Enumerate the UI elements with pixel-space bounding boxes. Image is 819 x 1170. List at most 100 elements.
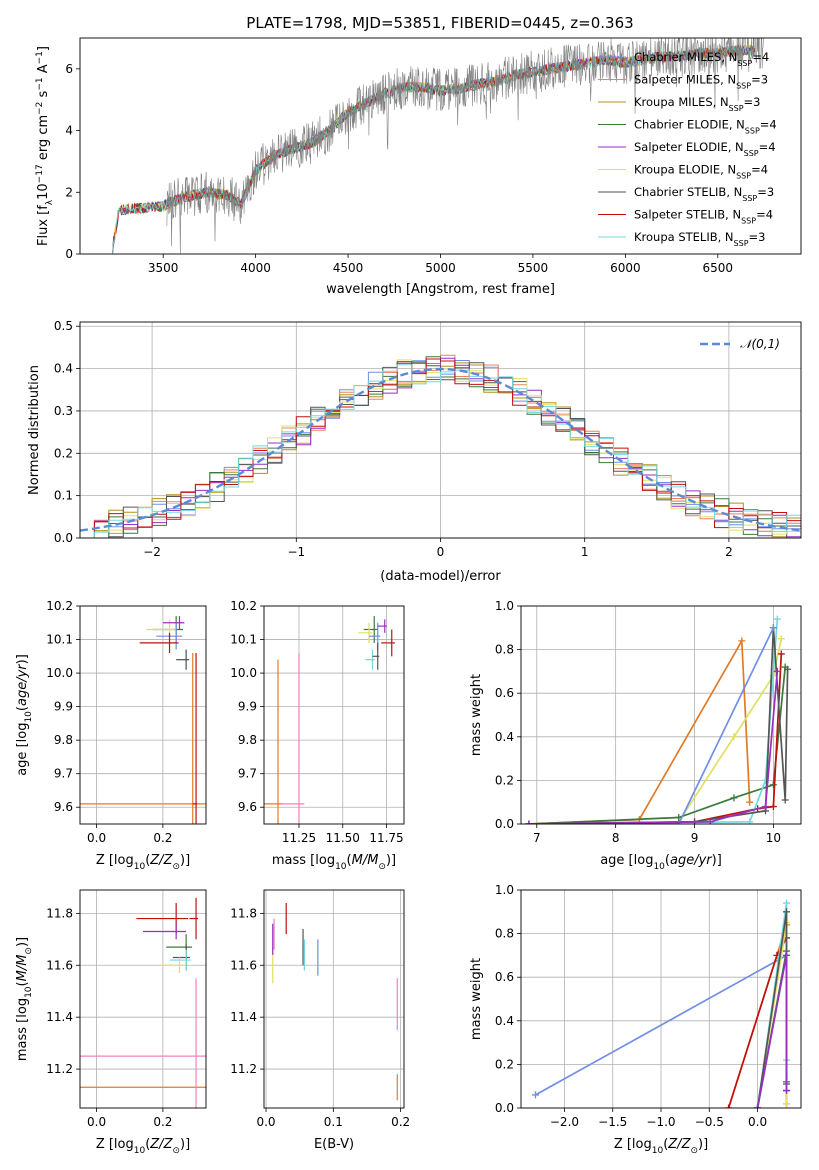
legend-label: Chabrier STELIB, NSSP=3 [634, 185, 774, 203]
x-tick-label: 6000 [610, 261, 641, 275]
panel-spectrum: 3500 4000 4500 5000 5500 6000 6500 0 2 4 6 Chabrier… [35, 37, 802, 297]
weight-marker-chabrier_miles [769, 624, 777, 632]
plot-area [525, 615, 792, 824]
weight-marker-salpeter_stelib [725, 1104, 733, 1108]
x-tick-label: 8 [612, 831, 620, 845]
plot-area [80, 354, 801, 538]
y-tick-label: 10.1 [230, 633, 257, 647]
weight-marker-chabrier_stelib [783, 908, 791, 916]
legend-label: Salpeter MILES, NSSP=3 [634, 73, 768, 91]
x-tick-label: 0.2 [153, 1115, 172, 1129]
y-tick-label: 9.8 [238, 733, 257, 747]
y-tick-label: 0.2 [495, 773, 514, 787]
y-axis-label: mass weight [469, 674, 484, 756]
y-tick-label: 9.8 [54, 733, 73, 747]
legend-label: 𝒩(0,1) [740, 337, 780, 351]
spectrum-legend: Chabrier MILES, NSSP=4 Salpeter MILES, NS… [598, 50, 777, 248]
y-tick-label: 11.4 [46, 1010, 73, 1024]
weight-marker-salpeter_elodie [762, 803, 770, 811]
y-tick-label: 0.2 [54, 446, 73, 460]
y-tick-label: 10.2 [230, 599, 257, 613]
x-tick-label: 3500 [148, 261, 179, 275]
plot-area [272, 902, 398, 1101]
y-tick-label: 0.6 [495, 686, 514, 700]
legend-label: Kroupa STELIB, NSSP=3 [634, 230, 765, 248]
y-axis-label: Flux [fλ10−17 erg cm−2 s−1 A−1] [35, 46, 55, 246]
weight-line-chabrier_miles [528, 627, 775, 824]
x-tick-label: −2.0 [550, 1115, 579, 1129]
x-tick-label: −2 [143, 545, 161, 559]
y-tick-label: 1.0 [495, 883, 514, 897]
legend-label: Kroupa ELODIE, NSSP=4 [634, 163, 768, 181]
x-tick-label: 2 [725, 545, 733, 559]
y-tick-label: 0.6 [495, 970, 514, 984]
weight-marker-salpeter_elodie [525, 820, 533, 824]
plot-area [111, 38, 764, 254]
x-tick-label: 11.50 [326, 831, 360, 845]
weight-marker-kroupa_stelib [773, 615, 781, 623]
x-tick-label: 1 [581, 545, 589, 559]
gaussian-curve [80, 367, 801, 532]
y-tick-label: 0 [65, 247, 73, 261]
y-tick-label: 11.8 [46, 906, 73, 920]
weight-marker-kroupa_elodie [730, 733, 738, 741]
y-tick-label: 9.6 [238, 800, 257, 814]
x-axis-label: (data-model)/error [380, 569, 501, 584]
y-tick-label: 0.3 [54, 404, 73, 418]
y-tick-label: 0.8 [495, 643, 514, 657]
y-tick-label: 10.0 [230, 666, 257, 680]
x-tick-label: 0.2 [153, 831, 172, 845]
y-tick-label: 6 [65, 62, 73, 76]
x-tick-label: 0.0 [748, 1115, 767, 1129]
x-tick-label: −1.5 [598, 1115, 627, 1129]
y-tick-label: 0.0 [54, 531, 73, 545]
x-tick-label: −0.5 [695, 1115, 724, 1129]
legend-label: Salpeter STELIB, NSSP=4 [634, 208, 773, 226]
x-axis-label: wavelength [Angstrom, rest frame] [326, 282, 555, 297]
y-tick-label: 11.6 [230, 958, 257, 972]
y-tick-label: 11.2 [46, 1062, 73, 1076]
weight-marker-salpeter_stelib [769, 803, 777, 811]
x-tick-label: 7 [533, 831, 541, 845]
y-tick-label: 1.0 [495, 599, 514, 613]
y-tick-label: 0.8 [495, 927, 514, 941]
x-tick-label: 10 [766, 831, 781, 845]
weight-marker-salpeter_elodie [706, 818, 714, 824]
x-tick-label: 4000 [240, 261, 271, 275]
weight-marker-salpeter_stelib [777, 650, 785, 658]
y-axis-label: mass [log10(M/M⊙)] [15, 937, 34, 1061]
x-tick-label: 0.1 [324, 1115, 343, 1129]
x-tick-label: 9 [691, 831, 699, 845]
legend-label: Kroupa MILES, NSSP=3 [634, 95, 760, 113]
y-tick-label: 0.0 [495, 1101, 514, 1115]
y-axis-label: age [log10(age/yr)] [15, 654, 34, 776]
panel-mass-vs-Z: 0.0 0.2 11.2 11.4 11.6 11.8 Z [log10(Z/Z⊙)] mas… [15, 889, 207, 1156]
weight-marker-chabrier_stelib [781, 796, 789, 804]
weight-marker-kroupa_elodie [777, 635, 785, 643]
x-tick-label: 0.0 [87, 831, 106, 845]
x-axis-label: Z [log10(Z/Z⊙)] [96, 1137, 190, 1156]
weight-marker-salpeter_elodie [783, 951, 791, 959]
x-axis-label: Z [log10(Z/Z⊙)] [96, 853, 190, 872]
y-tick-label: 0.5 [54, 319, 73, 333]
y-tick-label: 9.7 [54, 767, 73, 781]
y-tick-label: 4 [65, 124, 73, 138]
x-tick-label: −1.0 [646, 1115, 675, 1129]
y-axis-label: Normed distribution [27, 365, 42, 495]
x-tick-label: 0.2 [391, 1115, 410, 1129]
x-tick-label: 11.75 [369, 831, 403, 845]
y-tick-label: 10.0 [46, 666, 73, 680]
axes-frame [79, 321, 802, 539]
panel-age-vs-mass: 11.25 11.50 11.75 9.6 9.7 9.8 9.9 10.0 10.1 10.2 m… [230, 599, 405, 872]
y-tick-label: 9.9 [54, 700, 73, 714]
x-axis-label: E(B-V) [314, 1137, 354, 1152]
axes-frame [263, 605, 405, 825]
panel-mass-vs-EBV: 0.0 0.1 0.2 11.2 11.4 11.6 11.8 E(B-V) [230, 889, 410, 1152]
plot-area [80, 897, 206, 1108]
y-tick-label: 0.0 [495, 817, 514, 831]
x-axis-label: age [log10(age/yr)] [600, 853, 722, 872]
weight-marker-salpeter_elodie [754, 1104, 762, 1108]
x-tick-label: 5500 [518, 261, 549, 275]
panel-age-vs-Z: 0.0 0.2 9.6 9.7 9.8 9.9 10.0 10.1 10.2 Z [log10(Z… [15, 599, 207, 872]
